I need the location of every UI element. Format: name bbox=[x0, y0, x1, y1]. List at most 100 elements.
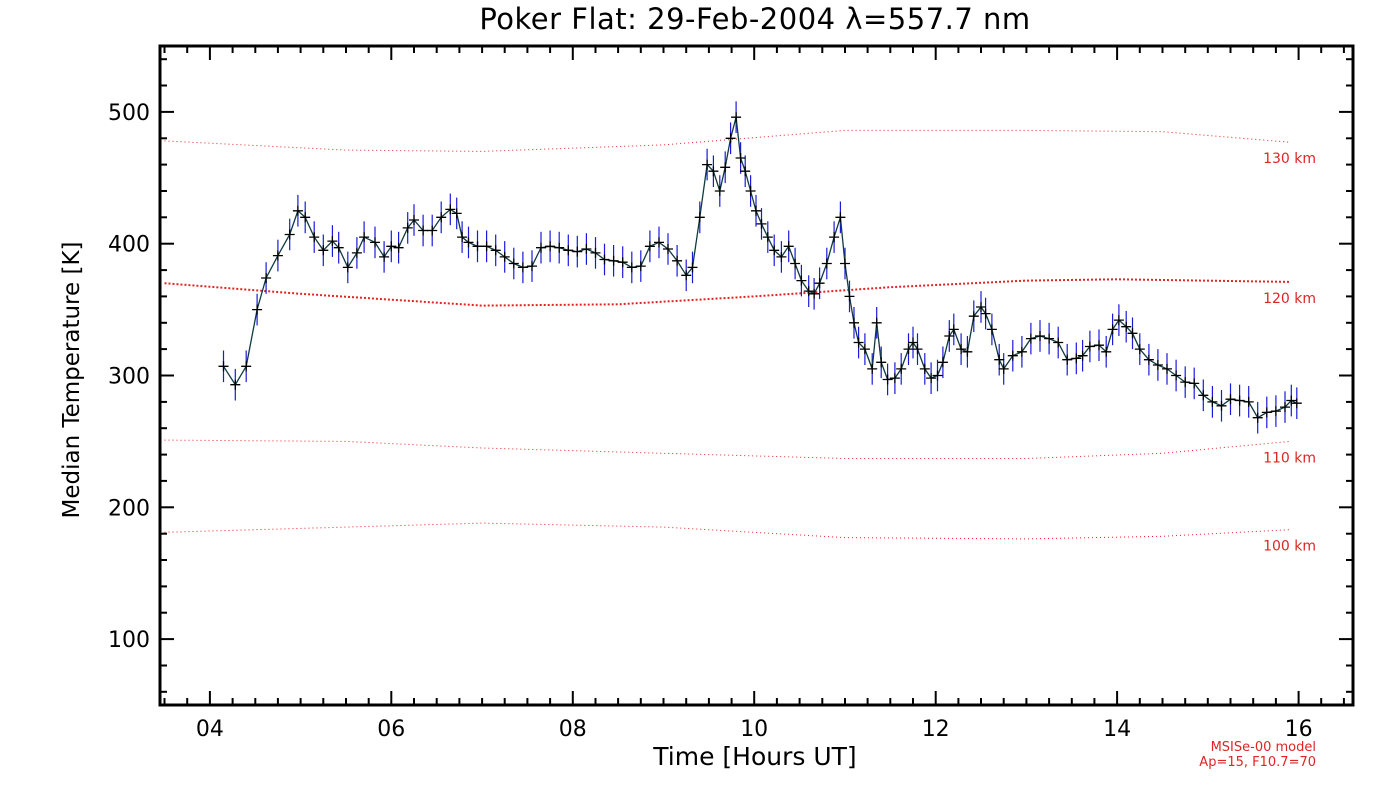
data-point bbox=[1077, 350, 1088, 361]
data-point bbox=[1280, 402, 1290, 413]
data-point bbox=[694, 212, 705, 223]
data-point bbox=[1234, 395, 1245, 406]
model-curve-120-km bbox=[164, 278, 1290, 307]
x-tick-label: 04 bbox=[196, 717, 224, 742]
data-point bbox=[402, 222, 413, 233]
data-point bbox=[937, 357, 948, 368]
data-point bbox=[393, 242, 404, 253]
data-point bbox=[714, 186, 725, 196]
data-point bbox=[740, 166, 751, 177]
data-point bbox=[986, 324, 997, 335]
data-point bbox=[1016, 346, 1027, 357]
data-point bbox=[956, 344, 967, 355]
data-point bbox=[853, 337, 864, 348]
data-point bbox=[821, 258, 832, 269]
data-point bbox=[783, 241, 794, 252]
data-point bbox=[790, 258, 801, 269]
model-curve-100-km bbox=[164, 522, 1290, 540]
data-point bbox=[809, 288, 820, 299]
data-point bbox=[379, 251, 390, 262]
data-point bbox=[342, 262, 353, 273]
data-point bbox=[803, 286, 814, 297]
data-point bbox=[814, 278, 825, 289]
data-point bbox=[756, 218, 767, 229]
data-point bbox=[745, 186, 756, 196]
data-point bbox=[948, 324, 959, 335]
data-point bbox=[1035, 331, 1045, 341]
x-tick-label: 06 bbox=[377, 717, 405, 742]
data-point bbox=[835, 212, 846, 223]
data-point bbox=[499, 251, 510, 262]
data-point bbox=[472, 241, 483, 252]
x-axis-label: Time [Hours UT] bbox=[653, 742, 857, 771]
data-point bbox=[663, 244, 673, 254]
data-point bbox=[292, 205, 303, 216]
data-point bbox=[554, 242, 565, 253]
data-point bbox=[635, 261, 646, 272]
data-point bbox=[1152, 360, 1163, 370]
data-point bbox=[599, 254, 610, 265]
data-point bbox=[261, 273, 272, 283]
data-point bbox=[944, 331, 955, 341]
data-point bbox=[418, 225, 429, 236]
y-tick-label: 300 bbox=[108, 365, 150, 390]
model-curve-110-km bbox=[164, 439, 1290, 459]
data-point bbox=[840, 258, 850, 269]
model-note: MSISe-00 model Ap=15, F10.7=70 bbox=[1199, 740, 1316, 770]
data-point bbox=[457, 232, 468, 243]
data-point bbox=[563, 245, 574, 256]
data-point bbox=[436, 212, 447, 223]
altitude-label-100-km: 100 km bbox=[1263, 539, 1316, 555]
data-point bbox=[572, 246, 583, 257]
data-point bbox=[849, 317, 859, 328]
tick-labels-layer: 04 06 08 10 12 14 16 100 200 300 400 500 bbox=[108, 101, 1313, 742]
data-point bbox=[871, 317, 882, 328]
altitude-label-110-km: 110 km bbox=[1263, 450, 1316, 466]
data-point bbox=[769, 245, 780, 256]
data-point bbox=[903, 344, 914, 355]
data-point bbox=[844, 291, 855, 302]
ticks-layer bbox=[160, 46, 1353, 705]
data-point bbox=[889, 373, 900, 384]
data-point bbox=[1180, 377, 1191, 388]
x-tick-label: 14 bbox=[1103, 717, 1131, 742]
data-point bbox=[932, 370, 943, 381]
data-point bbox=[370, 237, 380, 248]
data-point bbox=[327, 236, 338, 247]
y-tick-label: 500 bbox=[108, 101, 150, 126]
data-point bbox=[1134, 344, 1145, 355]
data-point bbox=[829, 232, 840, 243]
data-point bbox=[241, 361, 252, 372]
data-point bbox=[968, 311, 979, 322]
model-curve-130-km bbox=[164, 129, 1290, 152]
data-point bbox=[309, 232, 320, 243]
y-axis-label: Median Temperature [K] bbox=[59, 241, 85, 519]
data-point bbox=[912, 344, 923, 355]
data-point bbox=[545, 241, 556, 252]
model-note-line-2: Ap=15, F10.7=70 bbox=[1199, 755, 1316, 770]
data-point bbox=[702, 159, 713, 170]
data-point bbox=[351, 247, 362, 258]
altitude-label-130-km: 130 km bbox=[1263, 151, 1316, 167]
data-point bbox=[1243, 396, 1254, 407]
data-point bbox=[882, 374, 893, 385]
data-point bbox=[919, 363, 930, 374]
data-point bbox=[1198, 390, 1209, 401]
y-tick-label: 200 bbox=[108, 496, 150, 521]
data-point bbox=[998, 363, 1009, 374]
data-point bbox=[926, 373, 937, 384]
data-point bbox=[859, 344, 870, 355]
data-point bbox=[867, 363, 878, 374]
data-point bbox=[409, 215, 419, 225]
data-point bbox=[230, 379, 241, 390]
data-point bbox=[962, 346, 973, 357]
data-point bbox=[876, 357, 887, 368]
chart-title: Poker Flat: 29-Feb-2004 λ=557.7 nm bbox=[479, 2, 1031, 36]
data-point bbox=[508, 258, 519, 269]
data-point bbox=[908, 337, 918, 348]
data-point bbox=[731, 112, 742, 123]
x-tick-label: 10 bbox=[740, 717, 768, 742]
data-point bbox=[1171, 370, 1182, 381]
data-point bbox=[1107, 324, 1118, 335]
